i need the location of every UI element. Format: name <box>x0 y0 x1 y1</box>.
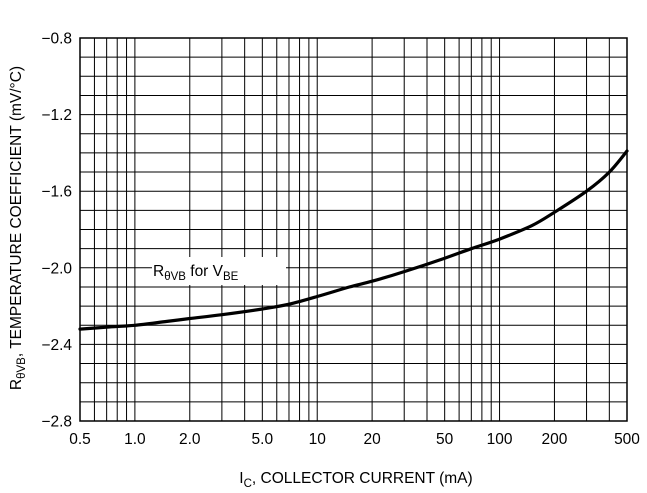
y-tick-label: −2.4 <box>41 337 72 354</box>
plot-border <box>79 37 628 422</box>
annotation-r: R <box>153 263 164 280</box>
y-tick-label: −2.0 <box>41 260 72 277</box>
grid-lines <box>79 37 628 422</box>
y-axis-title-sub: θVB <box>16 357 28 379</box>
x-tick-label: 500 <box>614 431 640 448</box>
y-axis-title-main: R <box>8 379 25 390</box>
x-axis-title-main: I <box>239 470 243 487</box>
x-tick-label: 0.5 <box>69 431 91 448</box>
series-line <box>78 149 629 331</box>
y-tick-labels: −0.8 −1.2 −1.6 −2.0 −2.4 −2.8 <box>41 31 72 431</box>
x-tick-label: 1.0 <box>124 431 146 448</box>
annotation-background <box>152 257 286 285</box>
y-tick-label: −0.8 <box>41 31 72 48</box>
x-tick-label: 200 <box>542 431 568 448</box>
x-tick-label: 5.0 <box>252 431 274 448</box>
y-tick-label: −1.2 <box>41 107 72 124</box>
x-tick-labels: 0.5 1.0 2.0 5.0 10 20 50 100 200 500 <box>69 431 640 448</box>
x-axis-title: IC, COLLECTOR CURRENT (mA) <box>239 470 472 490</box>
x-tick-label: 20 <box>363 431 381 448</box>
annotation-middle: for V <box>186 263 224 280</box>
x-tick-label: 50 <box>436 431 454 448</box>
series-layer <box>78 149 629 331</box>
x-tick-label: 10 <box>309 431 327 448</box>
x-tick-label: 100 <box>487 431 513 448</box>
x-tick-label: 2.0 <box>179 431 201 448</box>
annotation-v-sub: BE <box>223 271 239 283</box>
y-tick-label: −1.6 <box>41 184 72 201</box>
x-axis-title-sub: C <box>244 478 252 490</box>
x-axis-title-rest: , COLLECTOR CURRENT (mA) <box>252 470 473 487</box>
series-annotation: RθVB for VBE <box>153 263 239 283</box>
y-axis-title: RθVB, TEMPERATURE COEFFICIENT (mV/°C) <box>8 66 28 390</box>
plot-frame <box>79 37 628 422</box>
y-axis-title-rest: , TEMPERATURE COEFFICIENT (mV/°C) <box>8 66 25 357</box>
y-tick-label: −2.8 <box>41 414 72 431</box>
annotation-r-sub: θVB <box>164 271 186 283</box>
